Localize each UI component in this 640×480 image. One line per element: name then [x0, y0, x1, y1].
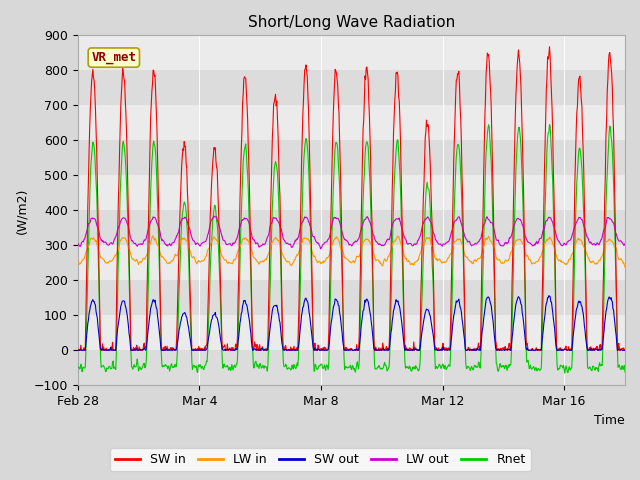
Bar: [77, 210, 625, 245]
Text: VR_met: VR_met: [92, 51, 136, 64]
Bar: [77, 105, 625, 140]
Bar: [77, 140, 625, 175]
Bar: [77, 175, 625, 210]
Bar: [77, 36, 625, 71]
Y-axis label: (W/m2): (W/m2): [15, 187, 28, 233]
Bar: [77, 350, 625, 385]
Bar: [77, 245, 625, 280]
Legend: SW in, LW in, SW out, LW out, Rnet: SW in, LW in, SW out, LW out, Rnet: [109, 448, 531, 471]
X-axis label: Time: Time: [595, 414, 625, 427]
Title: Short/Long Wave Radiation: Short/Long Wave Radiation: [248, 15, 455, 30]
Bar: [77, 71, 625, 105]
Bar: [77, 280, 625, 315]
Bar: [77, 315, 625, 350]
